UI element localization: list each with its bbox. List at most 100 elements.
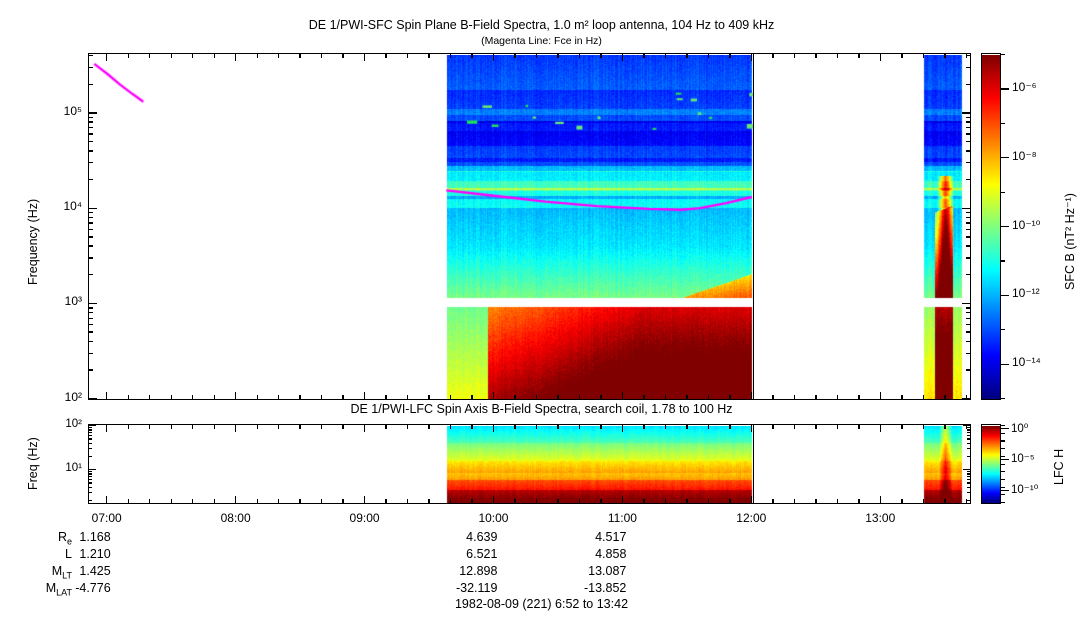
upper-cb-tick: [1001, 226, 1009, 228]
upper-xtick: [406, 395, 409, 400]
lower-cb-tick-minor: [1001, 440, 1005, 442]
upper-xtick-top: [406, 53, 409, 58]
upper-ytick-right: [966, 340, 971, 343]
lower-xtick-top: [772, 424, 774, 429]
upper-xtick-top: [149, 53, 151, 58]
upper-xtick-top: [793, 53, 796, 58]
upper-ytick-right: [966, 317, 971, 319]
lower-xtick-top: [235, 424, 237, 432]
upper-ytick-minor: [88, 369, 93, 371]
lower-xtick-top: [815, 424, 817, 429]
lower-ytick-right: [963, 469, 971, 471]
upper-ytick-right: [966, 140, 971, 143]
upper-ytick-right: [966, 66, 971, 69]
upper-ytick-label: 10²: [64, 389, 82, 404]
upper-xtick-top: [772, 53, 774, 58]
lower-cb-tick-minor: [1001, 463, 1005, 465]
upper-xtick: [535, 395, 538, 400]
lower-xtick: [514, 499, 516, 504]
upper-ytick-minor: [88, 162, 93, 164]
lower-ytick-right: [967, 455, 971, 458]
upper-ytick-minor: [88, 317, 93, 319]
lower-ytick-minor: [88, 486, 92, 488]
ephemeris-value: 12.898: [459, 564, 498, 578]
lower-ytick-minor: [88, 448, 92, 450]
upper-cb-tick: [1001, 157, 1009, 159]
upper-xtick: [750, 392, 753, 400]
xtick-label: 10:00: [478, 511, 509, 525]
upper-ytick-right: [966, 331, 971, 333]
upper-xtick: [621, 392, 624, 400]
upper-xtick-top: [235, 53, 237, 61]
lower-cb-tick-minor: [1001, 455, 1005, 457]
lower-ytick-right: [967, 471, 971, 473]
lower-ytick-right: [967, 478, 971, 481]
lower-xtick: [492, 496, 495, 504]
upper-ytick-right: [966, 127, 971, 129]
lower-spectrogram-right: [754, 425, 970, 503]
upper-xtick: [944, 395, 946, 400]
upper-ytick-right: [966, 236, 971, 238]
upper-ytick-minor: [88, 274, 93, 276]
upper-xtick: [106, 392, 108, 400]
upper-cb-tick: [1001, 122, 1005, 125]
upper-ytick-label: 10⁵: [63, 103, 82, 118]
ephemeris-value: 4.517: [595, 530, 627, 544]
upper-ytick-minor: [88, 127, 93, 129]
upper-xtick-top: [815, 53, 817, 58]
upper-xtick: [664, 395, 667, 400]
upper-xtick: [342, 395, 344, 400]
lower-xtick: [901, 499, 903, 504]
xtick-label: 08:00: [220, 511, 251, 525]
upper-xtick: [170, 395, 172, 400]
lower-xtick: [192, 499, 194, 504]
upper-xtick-top: [170, 53, 172, 58]
lower-xtick: [149, 499, 151, 504]
lower-colorbar-label: LFC H: [1052, 448, 1066, 485]
lower-xtick: [235, 496, 237, 504]
lower-xtick-top: [213, 424, 215, 429]
upper-xtick: [277, 395, 280, 400]
lower-xtick: [170, 499, 172, 504]
upper-ytick-minor: [88, 116, 93, 118]
upper-xtick: [793, 395, 796, 400]
lower-spectrogram: [89, 425, 753, 503]
ephemeris-value: -32.119: [455, 581, 498, 595]
lower-xtick-top: [686, 424, 688, 429]
upper-ytick-label: 10⁴: [63, 199, 82, 213]
upper-xtick: [901, 395, 903, 400]
xtick-label: 12:00: [736, 511, 767, 525]
upper-ytick-right: [966, 222, 971, 224]
upper-xtick-top: [729, 53, 731, 58]
lower-xtick-top: [299, 424, 301, 429]
upper-spectrogram-right: [754, 54, 970, 399]
upper-ytick-label: 10³: [64, 294, 82, 309]
lower-xtick: [471, 499, 473, 504]
lower-xtick-top: [256, 424, 258, 429]
upper-ytick-minor: [88, 133, 93, 135]
upper-cb-label: 10⁻⁸: [1012, 148, 1037, 163]
upper-ytick-minor: [88, 178, 93, 181]
lower-xtick-top: [836, 424, 839, 429]
lower-cb-label: 10⁰: [1011, 422, 1029, 435]
upper-ytick-right: [966, 211, 971, 214]
lower-xtick: [707, 499, 710, 504]
lower-ytick-right: [967, 438, 971, 440]
lower-xtick: [256, 499, 258, 504]
lower-cb-tick-minor: [1001, 448, 1005, 450]
upper-xtick: [686, 395, 688, 400]
upper-xtick-top: [127, 53, 129, 58]
upper-ytick-minor: [88, 257, 93, 259]
upper-xtick-top: [922, 53, 925, 58]
lower-ytick-right: [967, 482, 971, 484]
upper-ytick-right: [966, 162, 971, 164]
xtick-label: 11:00: [607, 511, 637, 525]
lower-ytick-minor: [88, 431, 92, 434]
lower-ytick-right: [967, 486, 971, 488]
upper-xtick-top: [106, 53, 108, 61]
upper-spectrogram: [89, 54, 753, 399]
lower-cb-tick-minor: [1001, 478, 1005, 481]
lower-xtick: [106, 496, 108, 504]
lower-xtick: [127, 499, 129, 504]
lower-ytick-right: [967, 434, 971, 437]
